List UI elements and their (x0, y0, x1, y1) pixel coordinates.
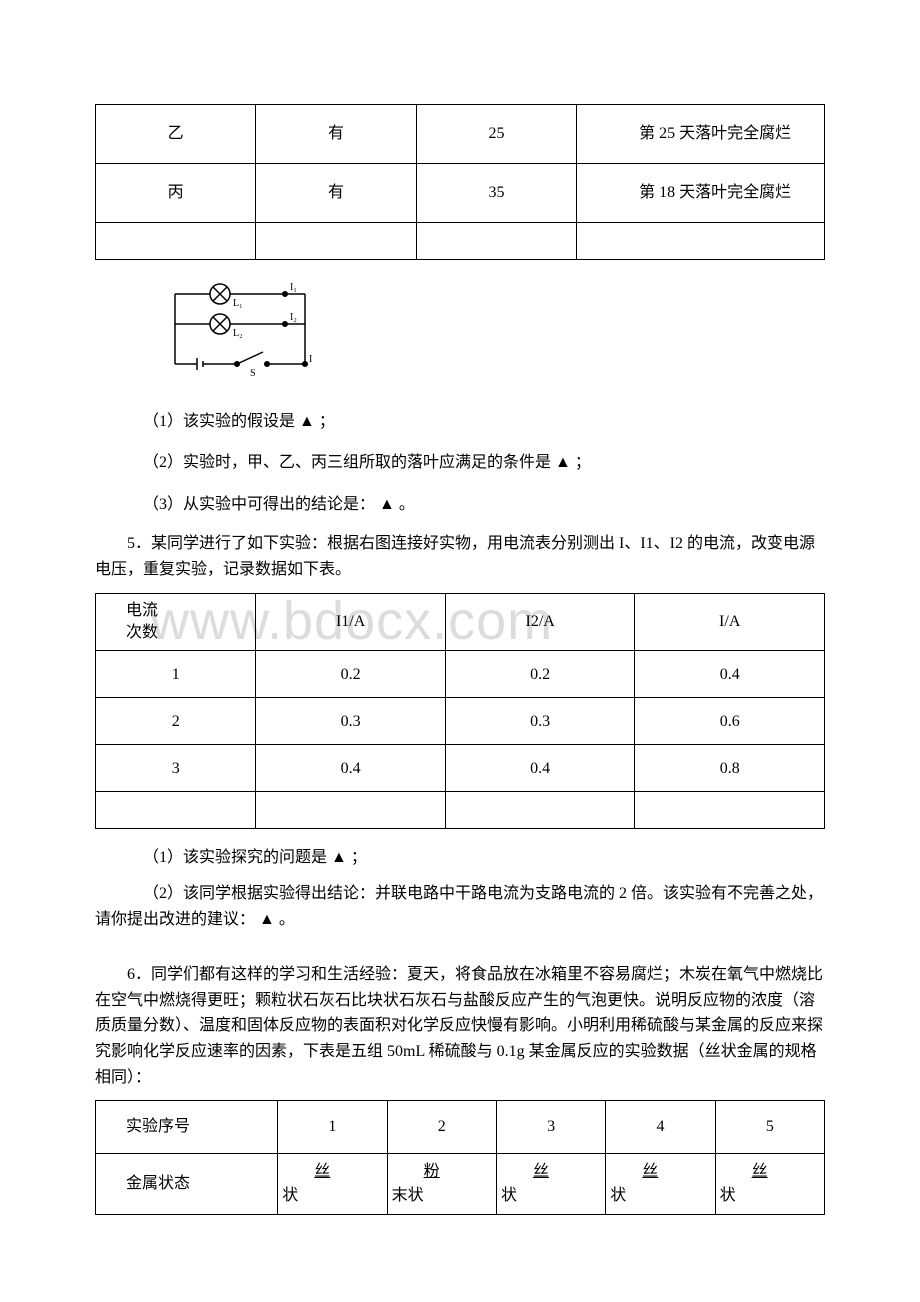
cell: 25 (416, 105, 576, 164)
cell: 35 (416, 164, 576, 223)
table-row: 1 0.2 0.2 0.4 (96, 651, 825, 698)
cell: 4 (606, 1101, 715, 1154)
table-row (96, 792, 825, 829)
underline-text: 丝 (752, 1163, 768, 1180)
q5-intro: 5．某同学进行了如下实验：根据右图连接好实物，用电流表分别测出 I、I1、I2 … (95, 531, 825, 582)
cell: 2 (387, 1101, 496, 1154)
cell: 丝状 (715, 1154, 824, 1215)
cell-header: I1/A (256, 593, 446, 651)
label-i2: I₂ (290, 312, 297, 323)
q6-intro: 6．同学们都有这样的学习和生活经验：夏天，将食品放在冰箱里不容易腐烂；木炭在氧气… (95, 962, 825, 1090)
table-metal-reaction: 实验序号 1 2 3 4 5 金属状态 丝状 粉末状 丝状 丝状 丝状 (95, 1100, 825, 1215)
cell: 5 (715, 1101, 824, 1154)
table-leaf-decay: 乙 有 25 第 25 天落叶完全腐烂 丙 有 35 第 18 天落叶完全腐烂 (95, 104, 825, 260)
cell: 2 (96, 698, 256, 745)
q4-line2: （2）实验时，甲、乙、丙三组所取的落叶应满足的条件是 ▲ ； (95, 450, 825, 476)
label-l2: L₂ (233, 328, 243, 339)
q5-line2: （2）该同学根据实验得出结论：并联电路中干路电流为支路电流的 2 倍。该实验有不… (95, 881, 825, 932)
cell (96, 792, 256, 829)
cell: 0.4 (635, 651, 825, 698)
table-row: 丙 有 35 第 18 天落叶完全腐烂 (96, 164, 825, 223)
cell-header: 电流 次数 (96, 593, 256, 651)
label-s: S (250, 368, 256, 379)
underline-text: 粉 (424, 1163, 440, 1180)
cell-label: 实验序号 (96, 1101, 278, 1154)
table-row: 3 0.4 0.4 0.8 (96, 745, 825, 792)
label: 次数 (126, 624, 158, 641)
cell: 第 25 天落叶完全腐烂 (577, 105, 825, 164)
underline-text: 丝 (533, 1163, 549, 1180)
cell: 粉末状 (387, 1154, 496, 1215)
label-l1: L₁ (233, 298, 243, 309)
cell: 第 18 天落叶完全腐烂 (577, 164, 825, 223)
table-row: 金属状态 丝状 粉末状 丝状 丝状 丝状 (96, 1154, 825, 1215)
cell: 丙 (96, 164, 256, 223)
cell (635, 792, 825, 829)
cell-header: I2/A (445, 593, 635, 651)
cell: 0.6 (635, 698, 825, 745)
text: 末状 (392, 1187, 424, 1204)
cell: 有 (256, 105, 416, 164)
cell: 0.2 (256, 651, 446, 698)
cell-label: 金属状态 (96, 1154, 278, 1215)
underline-text: 丝 (314, 1163, 330, 1180)
cell: 3 (496, 1101, 605, 1154)
text: 状 (282, 1187, 298, 1204)
label: 电流 (126, 602, 158, 619)
cell: 0.4 (256, 745, 446, 792)
cell: 0.3 (256, 698, 446, 745)
table-row: 乙 有 25 第 25 天落叶完全腐烂 (96, 105, 825, 164)
label-i1: I₁ (290, 282, 297, 293)
cell: 0.3 (445, 698, 635, 745)
cell: 丝状 (496, 1154, 605, 1215)
q4-line3: （3）从实验中可得出的结论是： ▲ 。 (95, 492, 825, 518)
cell (416, 223, 576, 260)
circuit-diagram: L₁ L₂ I₁ I₂ S I (155, 274, 825, 393)
q4-line1: （1）该实验的假设是 ▲ ； (95, 409, 825, 435)
cell (577, 223, 825, 260)
cell: 0.2 (445, 651, 635, 698)
label-i: I (309, 354, 312, 365)
cell (445, 792, 635, 829)
cell (256, 792, 446, 829)
cell: 丝状 (278, 1154, 387, 1215)
cell: 3 (96, 745, 256, 792)
cell-header: I/A (635, 593, 825, 651)
cell: 0.4 (445, 745, 635, 792)
table-current: 电流 次数 I1/A I2/A I/A 1 0.2 0.2 0.4 2 0.3 … (95, 593, 825, 830)
cell: 1 (96, 651, 256, 698)
table-row: 2 0.3 0.3 0.6 (96, 698, 825, 745)
cell: 丝状 (606, 1154, 715, 1215)
table-row: 电流 次数 I1/A I2/A I/A (96, 593, 825, 651)
cell: 1 (278, 1101, 387, 1154)
q5-line1: （1）该实验探究的问题是 ▲ ； (95, 845, 825, 871)
text: 状 (610, 1187, 626, 1204)
cell: 0.8 (635, 745, 825, 792)
cell (256, 223, 416, 260)
table-row (96, 223, 825, 260)
table-row: 实验序号 1 2 3 4 5 (96, 1101, 825, 1154)
underline-text: 丝 (642, 1163, 658, 1180)
cell: 有 (256, 164, 416, 223)
cell (96, 223, 256, 260)
text: 状 (501, 1187, 517, 1204)
cell: 乙 (96, 105, 256, 164)
text: 状 (720, 1187, 736, 1204)
